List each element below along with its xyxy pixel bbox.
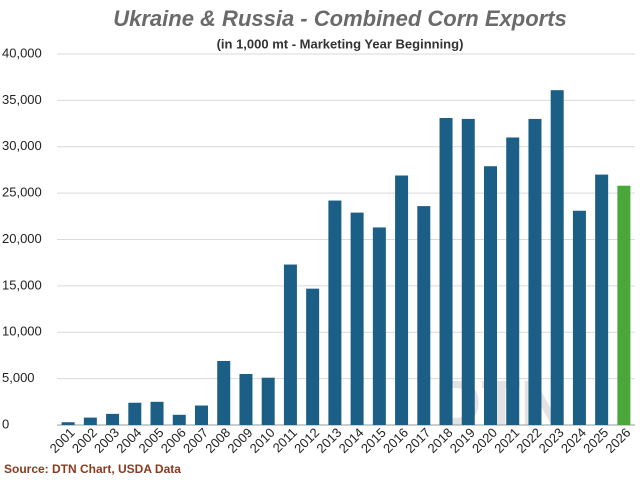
chart-subtitle: (in 1,000 mt - Marketing Year Beginning)	[217, 36, 464, 51]
bar	[484, 166, 497, 426]
x-tick-label: 2026	[602, 425, 633, 456]
bar	[595, 174, 609, 425]
bar	[217, 361, 231, 425]
bar	[439, 117, 453, 425]
bar	[150, 401, 164, 425]
y-tick-label: 0	[2, 416, 9, 431]
bar	[195, 405, 208, 425]
bar	[506, 137, 520, 425]
bar	[461, 118, 475, 426]
y-tick-label: 30,000	[2, 138, 42, 153]
chart-title: Ukraine & Russia - Combined Corn Exports	[113, 6, 567, 31]
bar	[372, 227, 386, 425]
source-note: Source: DTN Chart, USDA Data	[4, 462, 181, 476]
bar	[417, 206, 431, 425]
bar	[350, 212, 364, 425]
y-tick-label: 20,000	[2, 231, 42, 246]
y-tick-label: 15,000	[2, 277, 42, 292]
bar	[128, 402, 142, 425]
bar	[528, 118, 542, 426]
y-tick-label: 35,000	[2, 92, 42, 107]
bar	[261, 377, 275, 425]
y-tick-label: 10,000	[2, 324, 42, 339]
bar	[328, 200, 342, 425]
y-tick-label: 25,000	[2, 185, 42, 200]
bar	[617, 185, 631, 425]
bar	[172, 414, 186, 425]
bar	[572, 210, 586, 425]
bar	[283, 264, 297, 425]
watermark: DTN	[435, 367, 567, 439]
y-tick-label: 40,000	[2, 45, 42, 60]
bar	[83, 417, 97, 425]
bar	[550, 90, 564, 426]
bar	[61, 422, 75, 425]
bar	[306, 288, 320, 425]
bar	[239, 373, 253, 425]
y-tick-label: 5,000	[2, 370, 35, 385]
bar	[395, 175, 409, 425]
bar	[106, 413, 120, 425]
